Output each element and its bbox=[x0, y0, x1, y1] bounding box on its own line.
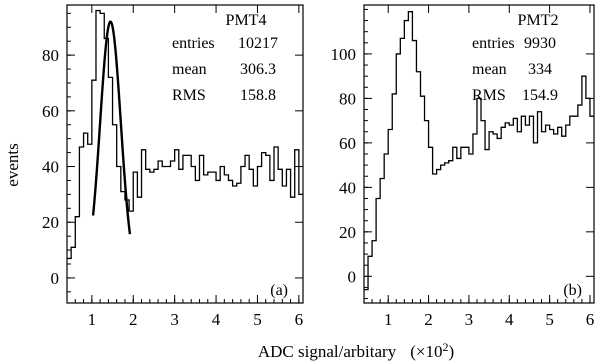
x-tick-label: 2 bbox=[129, 310, 138, 329]
panel-tag: (a) bbox=[270, 282, 288, 299]
y-tick-label: 60 bbox=[42, 102, 59, 121]
x-tick-label: 1 bbox=[384, 310, 393, 329]
y-tick-label: 20 bbox=[42, 213, 59, 232]
stat-label: mean bbox=[172, 61, 207, 78]
x-axis-unit-exponent: 2 bbox=[442, 340, 448, 354]
y-tick-label: 80 bbox=[42, 46, 59, 65]
x-axis-label-text: ADC signal/arbitary bbox=[258, 342, 397, 361]
panel-title: PMT4 bbox=[226, 12, 267, 29]
y-axis-label: events bbox=[3, 143, 22, 186]
stat-value: 9930 bbox=[524, 35, 556, 52]
stat-label: RMS bbox=[472, 87, 506, 104]
plot-frame bbox=[66, 4, 304, 304]
stat-value: 306.3 bbox=[240, 61, 276, 78]
x-tick-label: 3 bbox=[170, 310, 179, 329]
x-tick-label: 5 bbox=[253, 310, 262, 329]
x-tick-label: 2 bbox=[424, 310, 433, 329]
x-tick-label: 5 bbox=[545, 310, 554, 329]
y-tick-label: 40 bbox=[42, 158, 59, 177]
panel-tag: (b) bbox=[563, 282, 582, 299]
stat-label: RMS bbox=[172, 87, 206, 104]
x-axis-unit-suffix: ) bbox=[448, 342, 454, 361]
y-tick-label: 20 bbox=[339, 223, 356, 242]
y-tick-label: 60 bbox=[339, 134, 356, 153]
stat-value: 158.8 bbox=[240, 87, 276, 104]
x-tick-label: 4 bbox=[505, 310, 514, 329]
stat-label: entries bbox=[472, 35, 515, 52]
gaussian-fit-curve bbox=[91, 20, 132, 235]
x-axis-label: ADC signal/arbitary (×102) bbox=[258, 340, 454, 361]
histogram-steps bbox=[364, 11, 594, 291]
stat-value: 10217 bbox=[238, 35, 278, 52]
y-tick-label: 80 bbox=[339, 89, 356, 108]
x-tick-label: 1 bbox=[88, 310, 97, 329]
y-tick-label: 0 bbox=[348, 267, 357, 286]
stat-value: 154.9 bbox=[522, 87, 558, 104]
stat-value: 334 bbox=[528, 61, 552, 78]
panel-title: PMT2 bbox=[518, 12, 559, 29]
x-tick-label: 6 bbox=[586, 310, 595, 329]
x-tick-label: 3 bbox=[465, 310, 474, 329]
stat-label: mean bbox=[472, 61, 507, 78]
y-tick-label: 40 bbox=[339, 178, 356, 197]
stat-label: entries bbox=[172, 35, 215, 52]
x-tick-label: 6 bbox=[295, 310, 304, 329]
y-tick-label: 100 bbox=[331, 45, 357, 64]
x-tick-label: 4 bbox=[212, 310, 221, 329]
x-axis-unit-prefix: (×10 bbox=[410, 342, 442, 361]
y-tick-label: 0 bbox=[51, 269, 60, 288]
